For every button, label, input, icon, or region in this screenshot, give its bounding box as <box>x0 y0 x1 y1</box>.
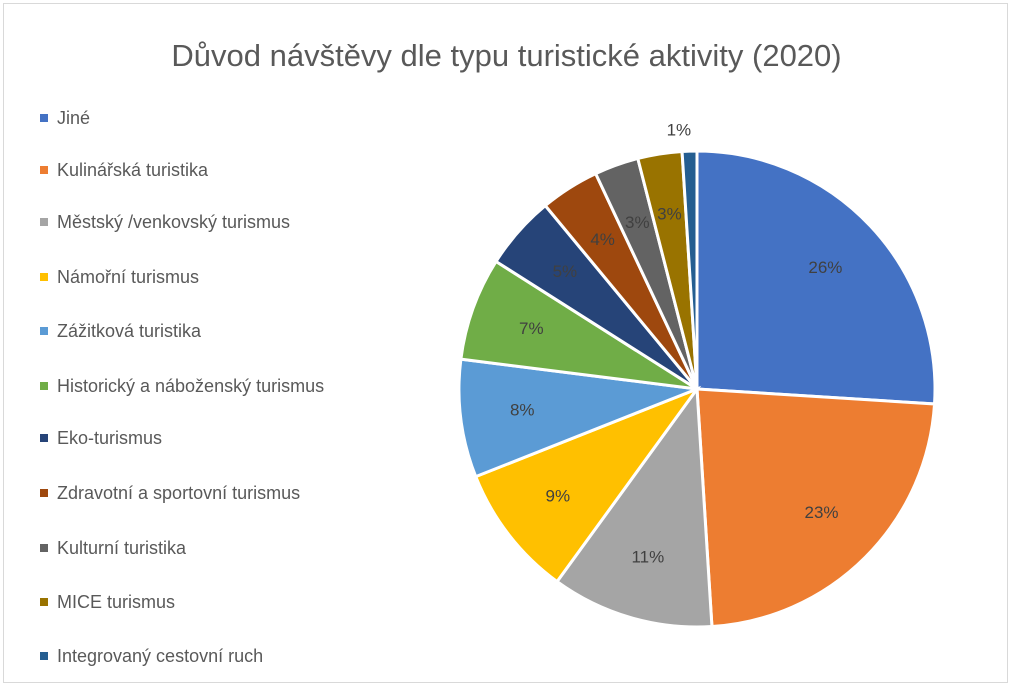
pie-slice <box>695 387 937 629</box>
legend-item: Eko-turismus <box>40 425 340 451</box>
data-label: 8% <box>510 401 535 420</box>
legend-item: Námořní turismus <box>40 264 340 290</box>
data-label: 3% <box>657 205 682 224</box>
chart-title: Důvod návštěvy dle typu turistické aktiv… <box>171 38 842 73</box>
legend-label: Jiné <box>57 108 91 128</box>
legend-swatch <box>40 544 48 552</box>
legend-item: Jiné <box>40 105 340 131</box>
chart-border <box>3 3 1008 683</box>
data-label: 3% <box>625 213 650 232</box>
legend-item: Kulinářská turistika <box>40 157 340 183</box>
legend-label: Kulinářská turistika <box>57 160 209 180</box>
pie-slice <box>457 357 698 479</box>
data-label: 26% <box>808 258 842 277</box>
legend-swatch <box>40 489 48 497</box>
legend-label: Integrovaný cestovní ruch <box>57 646 264 666</box>
legend-swatch <box>40 273 48 281</box>
data-label: 4% <box>590 230 615 249</box>
legend-swatch <box>40 114 48 122</box>
legend-swatch <box>40 166 48 174</box>
legend-label: MICE turismus <box>57 592 176 612</box>
legend-swatch <box>40 382 48 390</box>
data-label: 7% <box>519 319 544 338</box>
data-label: 23% <box>805 503 839 522</box>
legend-swatch <box>40 652 48 660</box>
legend-label: Městský /venkovský turismus <box>57 212 291 232</box>
legend-label: Zdravotní a sportovní turismus <box>57 483 301 503</box>
legend-item: MICE turismus <box>40 589 340 615</box>
legend-label: Historický a náboženský turismus <box>57 376 325 396</box>
legend-item: Městský /venkovský turismus <box>40 209 340 235</box>
pie-slice <box>473 385 702 584</box>
data-label: 11% <box>631 548 664 567</box>
legend-item: Zážitková turistika <box>40 318 340 344</box>
pie-slice <box>695 149 937 406</box>
legend-swatch <box>40 327 48 335</box>
pie-slice <box>459 259 698 391</box>
legend-item: Zdravotní a sportovní turismus <box>40 480 340 506</box>
legend-label: Eko-turismus <box>57 428 163 448</box>
data-label: 9% <box>546 486 571 505</box>
legend-swatch <box>40 434 48 442</box>
pie-slice <box>680 149 699 390</box>
pie-slice <box>555 384 714 629</box>
legend-item: Integrovaný cestovní ruch <box>40 643 340 669</box>
legend-label: Kulturní turistika <box>57 538 187 558</box>
data-label: 5% <box>553 262 578 281</box>
legend-swatch <box>40 598 48 606</box>
legend-swatch <box>40 218 48 226</box>
data-label: 1% <box>667 121 692 140</box>
legend-item: Historický a náboženský turismus <box>40 373 340 399</box>
legend-item: Kulturní turistika <box>40 535 340 561</box>
legend-label: Zážitková turistika <box>57 321 202 341</box>
legend-label: Námořní turismus <box>57 267 200 287</box>
